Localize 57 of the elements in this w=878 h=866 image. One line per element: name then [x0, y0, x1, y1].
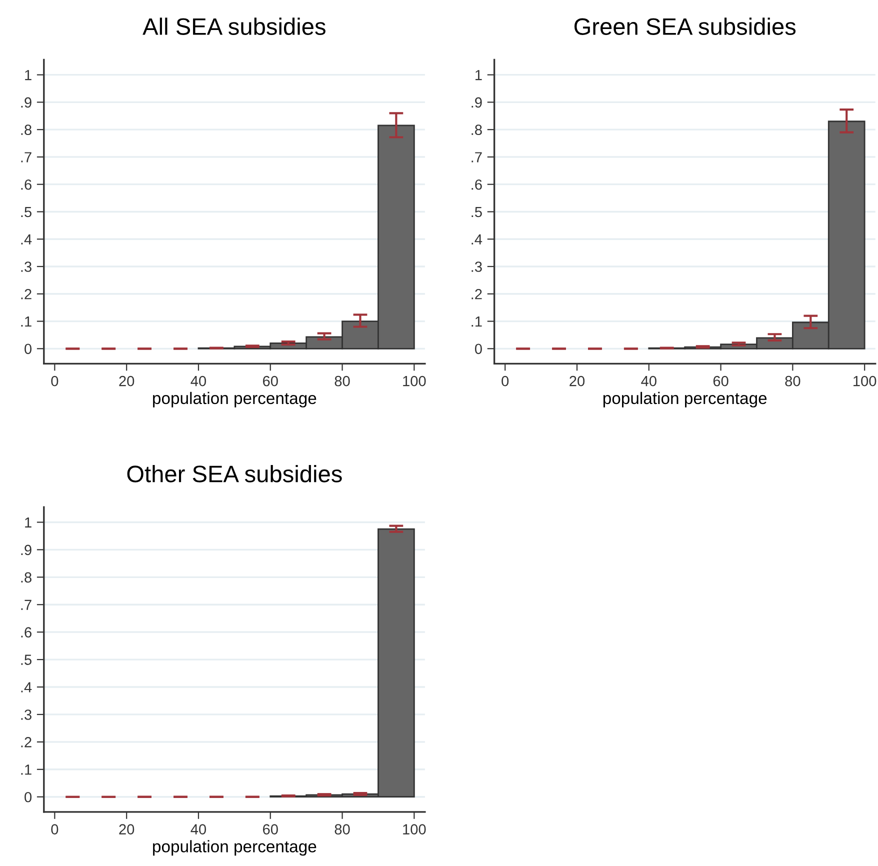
y-tick-label: .1 — [21, 316, 32, 327]
y-tick-label: 1 — [25, 517, 32, 528]
x-tick-label: 60 — [263, 376, 278, 386]
y-tick-label: 0 — [24, 792, 32, 802]
y-tick-label: .9 — [21, 544, 32, 556]
x-axis-title: population percentage — [153, 840, 316, 856]
y-tick-label: .9 — [21, 97, 32, 108]
y-tick-label: .3 — [472, 262, 482, 272]
x-tick-label: 80 — [334, 824, 350, 834]
x-tick-label: 100 — [403, 376, 426, 386]
y-tick-label: .3 — [21, 710, 32, 720]
x-tick-label: 0 — [502, 376, 509, 386]
y-tick-label: .5 — [21, 206, 32, 218]
x-tick-label: 80 — [334, 376, 350, 386]
y-tick-label: .1 — [21, 764, 32, 775]
x-tick-label: 60 — [713, 376, 728, 386]
x-axis-title: population percentage — [153, 392, 316, 408]
x-tick-label: 20 — [119, 824, 134, 834]
chart-title: Other SEA subsidies — [127, 465, 342, 482]
x-tick-label: 40 — [190, 376, 206, 386]
y-tick-label: .2 — [21, 737, 32, 748]
x-tick-label: 100 — [403, 824, 426, 834]
y-tick-label: .7 — [21, 600, 32, 610]
y-tick-label: 0 — [24, 344, 32, 354]
x-tick-label: 40 — [641, 376, 656, 386]
chart-title: All SEA subsidies — [142, 18, 326, 35]
y-tick-label: .7 — [21, 152, 32, 162]
x-axis-title: population percentage — [603, 392, 767, 408]
y-tick-label: .5 — [21, 654, 32, 665]
y-tick-label: .2 — [472, 288, 482, 300]
y-tick-label: .5 — [472, 206, 482, 218]
x-tick-label: 40 — [190, 824, 206, 834]
x-tick-label: 80 — [785, 376, 800, 386]
y-tick-label: 0 — [474, 344, 482, 354]
y-tick-label: 1 — [25, 70, 32, 80]
y-tick-label: .4 — [21, 234, 32, 244]
y-tick-label: .6 — [472, 179, 482, 190]
y-tick-label: .6 — [21, 179, 32, 190]
y-tick-label: .1 — [472, 316, 482, 327]
y-tick-label: 1 — [476, 70, 482, 80]
x-tick-label: 20 — [570, 376, 585, 386]
y-tick-label: .6 — [21, 627, 32, 638]
y-tick-label: .9 — [472, 97, 482, 108]
y-tick-label: .3 — [21, 262, 32, 272]
x-tick-label: 100 — [854, 376, 876, 386]
y-tick-label: .8 — [21, 124, 32, 136]
chart-title: Green SEA subsidies — [574, 18, 796, 35]
x-tick-label: 60 — [263, 824, 278, 834]
y-tick-label: .8 — [472, 124, 482, 136]
y-tick-label: .2 — [21, 288, 32, 300]
y-tick-label: .4 — [472, 234, 482, 244]
x-tick-label: 0 — [51, 376, 58, 386]
x-tick-label: 20 — [119, 376, 134, 386]
x-tick-label: 0 — [51, 824, 58, 834]
y-tick-label: .4 — [21, 682, 32, 692]
y-tick-label: .7 — [472, 152, 482, 162]
y-tick-label: .8 — [21, 572, 32, 583]
